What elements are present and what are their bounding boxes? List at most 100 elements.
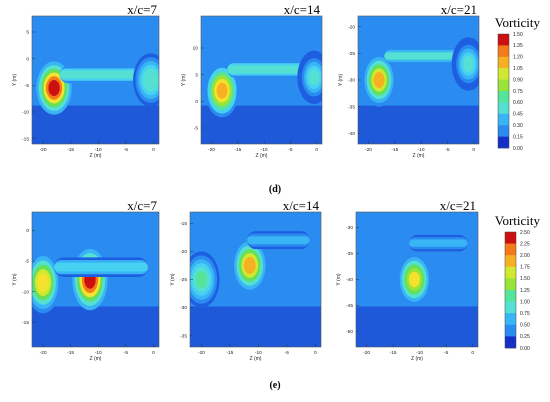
colorbar-tick-label: 0.90 — [513, 77, 523, 83]
colorbar-tick-label: 1.00 — [520, 299, 530, 305]
y-axis-label: Y (m) — [181, 74, 187, 86]
vortex-contour — [37, 273, 49, 292]
y-axis-label: Y (m) — [170, 273, 176, 285]
y-tick-label: -15 — [22, 320, 29, 326]
vortex-contour — [408, 271, 420, 288]
panel-frame — [31, 15, 160, 145]
colorbar-band — [505, 313, 516, 326]
y-axis-label: Y (m) — [12, 273, 18, 285]
colorbar-tick-label: 0.15 — [513, 134, 523, 140]
contour-panel: -20 -15 -10 -5 0 -20 -25 -30 -35 -40 Z (m) Y (m) x/c… — [338, 2, 480, 159]
colorbar-band — [505, 243, 516, 256]
contour-panel: -20 -15 -10 -5 0-30-35-40-45-50Z (m)Y (m)x/c… — [336, 198, 479, 362]
colorbar-band — [505, 266, 516, 279]
y-axis-label: Y (m) — [12, 74, 18, 86]
colorbar-tick-label: 1.20 — [513, 55, 523, 61]
colorbar-band — [505, 290, 516, 302]
colorbar-tick-label: 1.35 — [513, 43, 523, 49]
x-axis-label: Z (m) — [90, 356, 102, 362]
colorbar-band — [498, 68, 509, 80]
low-vorticity-region — [190, 306, 321, 347]
panel-frame — [200, 15, 323, 145]
shear-layer-contour — [54, 262, 148, 272]
x-tick-label: -15 — [67, 147, 74, 153]
contour-panels: -20 -15 -10 -5 050-5-10-15Z (m)Y (m)x/c=7-20… — [12, 2, 480, 362]
colorbar: 2.50 2.25 2.00 1.75 1.50 1.25 1.00 0.75 0.50 0.25… — [495, 213, 541, 352]
y-tick-label: -50 — [346, 329, 353, 335]
colorbar-tick-label: 2.25 — [520, 241, 530, 247]
x-tick-label: -20 — [365, 147, 372, 153]
vorticity-colorbars: 1.50 1.35 1.20 1.05 0.90 0.75 0.60 0.45 0.30 0.15… — [495, 15, 541, 352]
row-e-label: (e) — [269, 380, 280, 391]
x-tick-label: -10 — [418, 147, 425, 153]
vortex-contour — [243, 257, 256, 274]
x-tick-label: -10 — [95, 147, 102, 153]
colorbar-title: Vorticity — [495, 15, 541, 30]
colorbar-frame — [497, 33, 510, 149]
colorbar-tick-label: 2.00 — [520, 253, 530, 259]
low-vorticity-region — [358, 105, 479, 144]
x-tick-label: -20 — [198, 350, 205, 356]
x-tick-label: -15 — [67, 350, 74, 356]
x-tick-label: 0 — [472, 147, 475, 153]
x-tick-label: 0 — [152, 147, 155, 153]
x-tick-label: -10 — [95, 350, 102, 356]
panel-frame — [31, 211, 160, 348]
contour-panel: -20 -15 -10 -5 0 0 -5 -10 -15 Z (m) Y (m) x/c=7 — [12, 198, 160, 362]
x-tick-label: -5 — [124, 147, 129, 153]
colorbar-tick-label: 1.75 — [520, 265, 530, 271]
y-tick-label: -5 — [25, 259, 30, 265]
panel-title: x/c=7 — [127, 2, 157, 17]
y-tick-label: -15 — [180, 221, 187, 227]
x-axis-label: Z (m) — [250, 356, 262, 362]
vortex-contour — [48, 80, 60, 96]
y-tick-label: -20 — [180, 249, 187, 255]
colorbar-band — [505, 336, 516, 349]
x-tick-label: -5 — [445, 147, 450, 153]
colorbar-tick-label: 0.00 — [520, 346, 530, 352]
y-tick-label: -20 — [348, 24, 355, 30]
panel-title: x/c=21 — [440, 198, 476, 213]
y-tick-label: 5 — [195, 72, 198, 78]
colorbar-tick-label: 2.50 — [520, 230, 530, 236]
y-tick-label: 10 — [193, 46, 199, 52]
colorbar-tick-label: 0.60 — [513, 100, 523, 106]
panel-title: x/c=21 — [441, 2, 477, 17]
shear-layer-contour — [409, 239, 468, 247]
contour-panel: -20 -15 -10 -5 0 5 0 -5 -10 -15 Z (m) Y (m) x/c=7 — [12, 2, 160, 159]
colorbar-tick-label: 0.45 — [513, 112, 523, 118]
y-tick-label: 0 — [195, 99, 198, 105]
y-tick-label: -40 — [346, 277, 353, 283]
y-tick-label: -35 — [346, 251, 353, 257]
x-tick-label: -20 — [40, 147, 47, 153]
low-vorticity-region — [32, 306, 159, 347]
y-tick-label: -30 — [348, 78, 355, 84]
colorbar-tick-label: 1.50 — [513, 32, 523, 38]
y-tick-label: -45 — [346, 303, 353, 309]
x-axis-label: Z (m) — [413, 153, 425, 159]
colorbar-band — [498, 113, 509, 126]
colorbar-frame — [504, 231, 517, 349]
colorbar-band — [498, 125, 509, 137]
x-tick-label: -10 — [261, 147, 268, 153]
panel-title: x/c=14 — [283, 198, 320, 213]
contour-panel: -20 -15 -10 -5 0 10 5 0 -5 Z (m) Y (m) x/c=14 — [181, 2, 323, 159]
colorbar-tick-label: 0.25 — [520, 334, 530, 340]
colorbar-band — [498, 91, 509, 103]
x-tick-label: -5 — [444, 350, 449, 356]
colorbar-tick-label: 1.05 — [513, 66, 523, 72]
y-tick-label: -40 — [348, 131, 355, 137]
y-tick-label: 5 — [26, 30, 29, 36]
x-tick-label: 0 — [315, 147, 318, 153]
colorbar-band — [498, 34, 509, 46]
colorbar-tick-label: 0.00 — [513, 146, 523, 152]
colorbar-band — [498, 79, 509, 92]
colorbar-tick-label: 0.30 — [513, 123, 523, 129]
vortex-contour — [145, 72, 157, 88]
x-axis-label: Z (m) — [256, 153, 268, 159]
vortex-contour — [308, 69, 320, 86]
x-tick-label: -15 — [391, 147, 398, 153]
x-axis-label: Z (m) — [90, 153, 102, 159]
x-tick-label: -20 — [208, 147, 215, 153]
